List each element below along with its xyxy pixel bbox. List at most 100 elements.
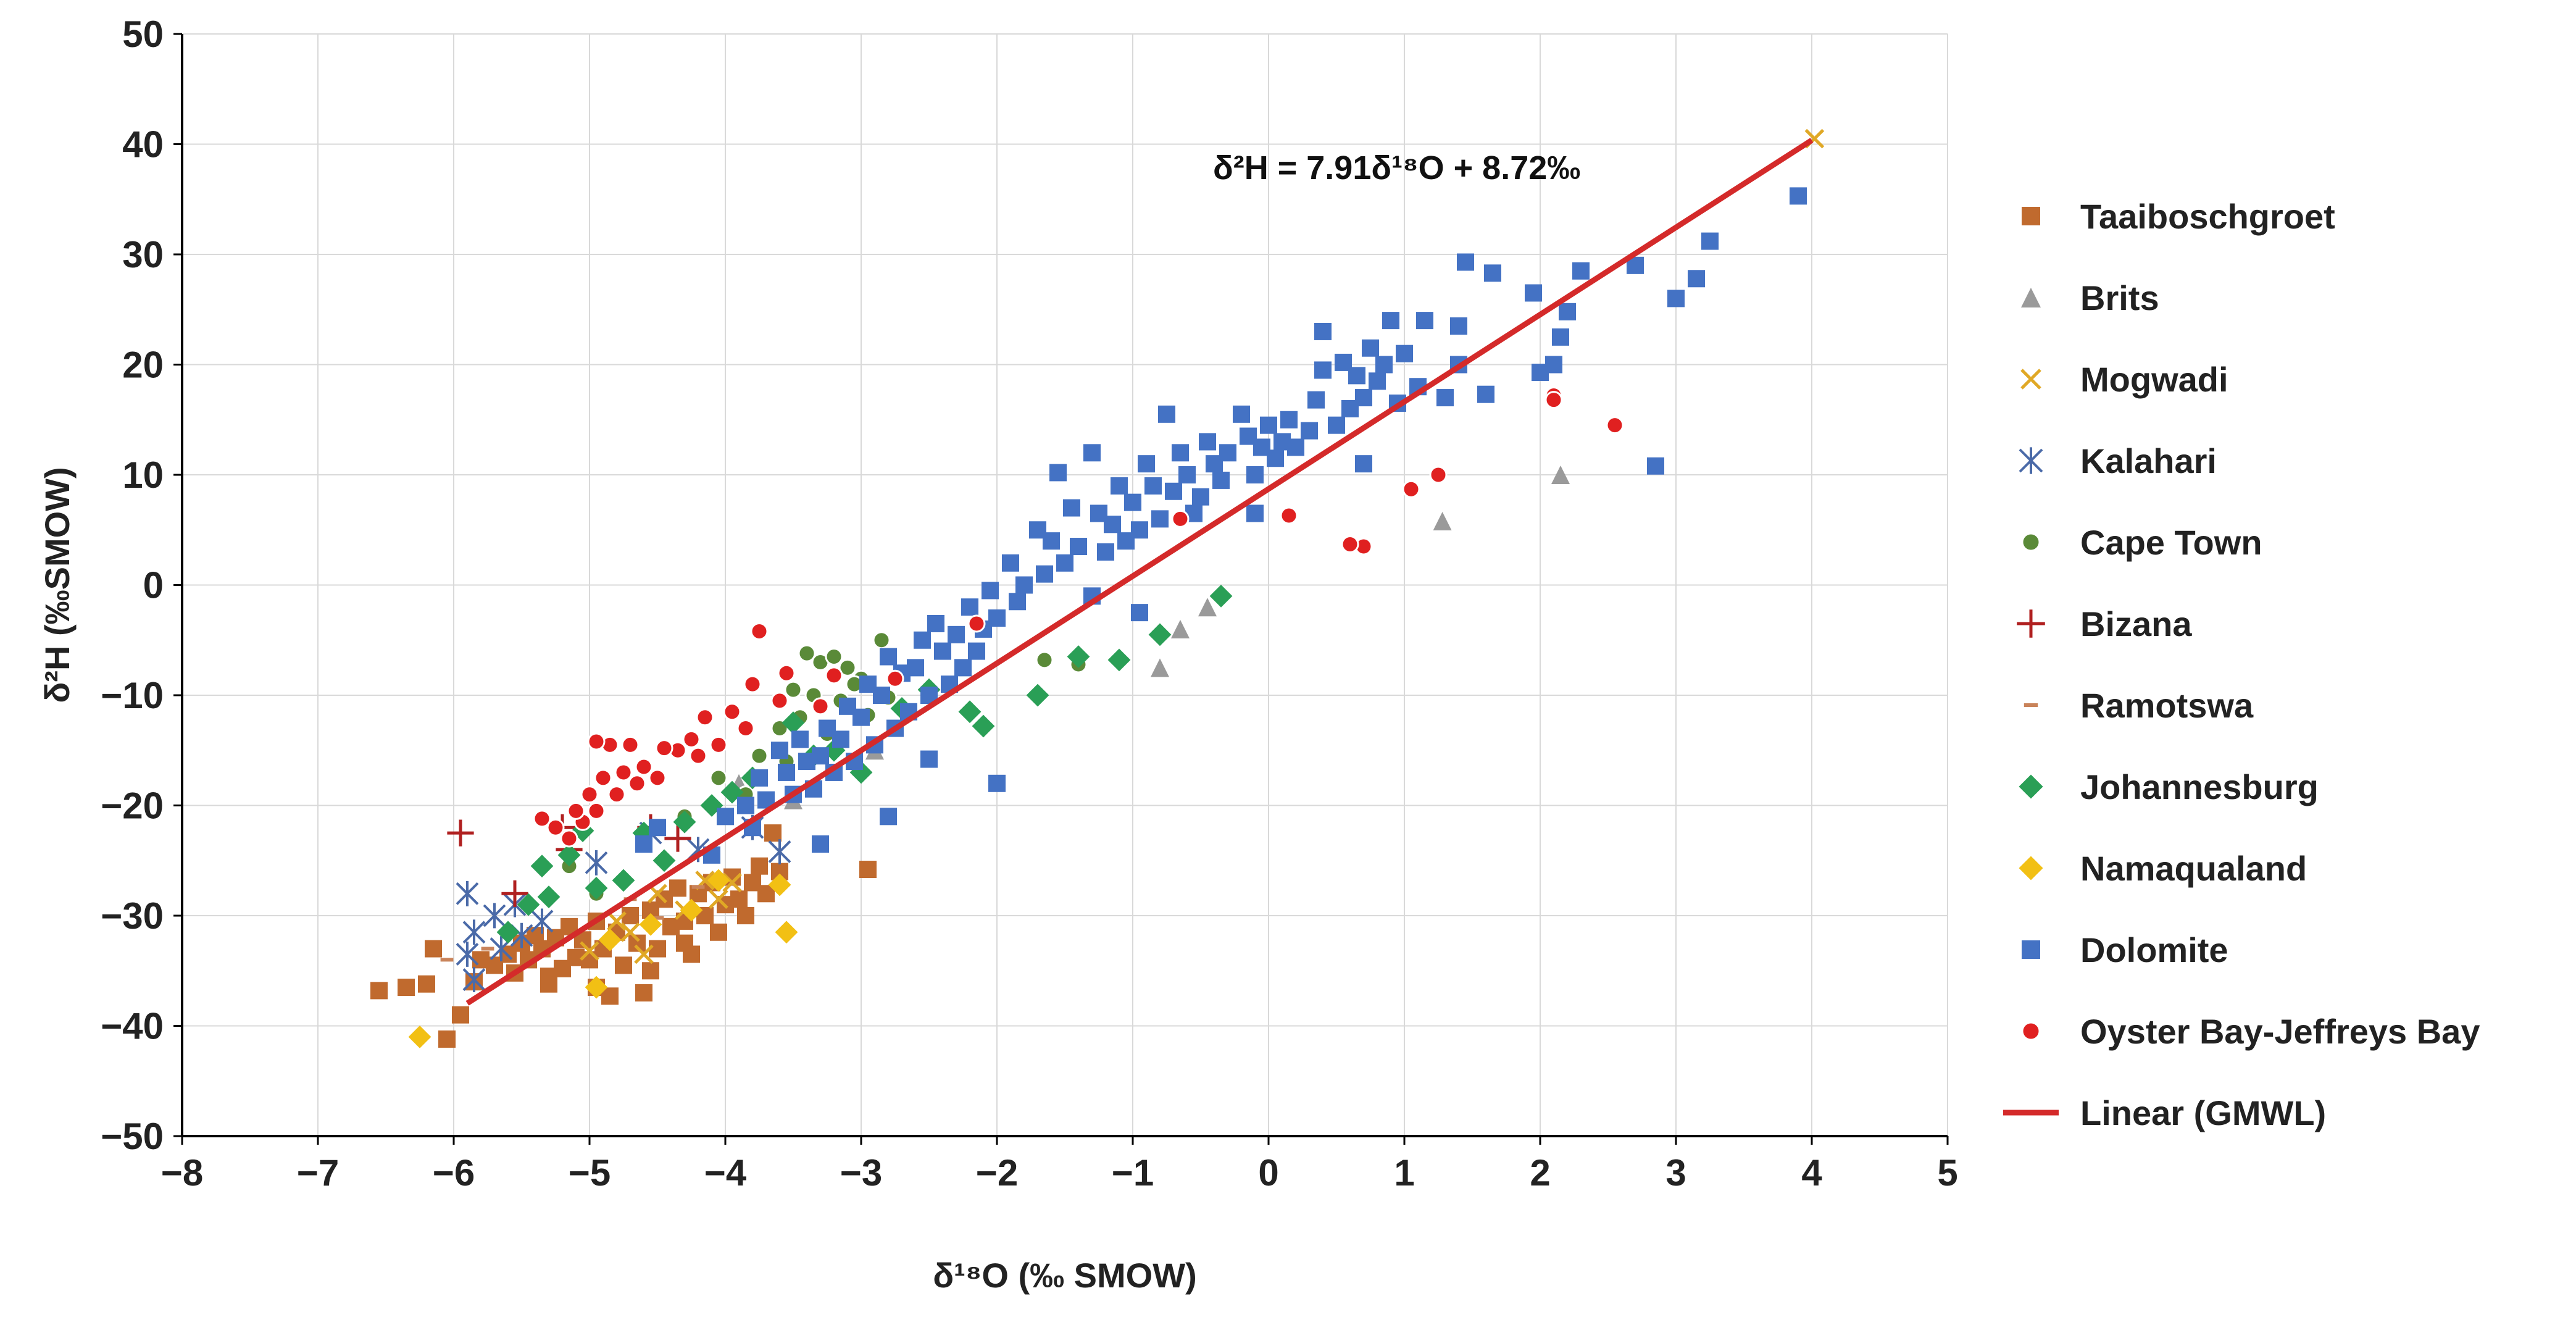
- data-point: [621, 735, 640, 754]
- data-point: [775, 921, 798, 944]
- data-point: [811, 697, 830, 716]
- data-point: [1606, 416, 1624, 435]
- data-point: [649, 819, 666, 837]
- data-point: [717, 808, 734, 826]
- data-point: [1402, 480, 1420, 498]
- data-point: [782, 711, 805, 735]
- data-point: [1009, 593, 1026, 611]
- data-point: [1036, 565, 1053, 583]
- legend-label: Dolomite: [2080, 930, 2228, 969]
- data-point: [447, 819, 474, 847]
- data-point: [1532, 363, 1549, 381]
- data-point: [669, 879, 686, 897]
- data-point: [1026, 684, 1049, 707]
- data-point: [462, 967, 486, 992]
- data-point: [1301, 422, 1318, 440]
- data-point: [1199, 433, 1216, 451]
- data-point: [418, 975, 435, 993]
- data-point: [456, 880, 479, 906]
- data-point: [982, 582, 999, 600]
- data-point: [1307, 391, 1325, 409]
- legend-marker: [2019, 856, 2043, 880]
- axes: [173, 33, 1949, 1145]
- data-point: [607, 911, 627, 931]
- data-point: [598, 928, 622, 951]
- data-point: [764, 824, 782, 842]
- data-point: [819, 719, 836, 737]
- x-tick-label: −7: [297, 1152, 339, 1194]
- data-point: [710, 923, 727, 941]
- data-point: [778, 763, 795, 781]
- data-point: [652, 849, 676, 872]
- data-point: [1090, 504, 1107, 522]
- data-point: [707, 869, 730, 892]
- data-point: [655, 739, 673, 758]
- data-point: [958, 700, 982, 724]
- y-tick-label: 40: [122, 124, 164, 165]
- series-oyster-bay-jeffreys-bay: [533, 386, 1624, 848]
- data-point: [1131, 604, 1148, 622]
- data-point: [1688, 270, 1705, 288]
- x-tick-label: −8: [161, 1152, 203, 1194]
- data-point: [972, 714, 995, 738]
- series-johannesburg: [496, 584, 1233, 944]
- trendline-group: [465, 138, 1814, 1006]
- legend-label: Brits: [2080, 278, 2159, 317]
- data-point: [1049, 464, 1067, 482]
- data-point: [770, 692, 789, 710]
- tick-labels: −8 −7 −6 −5 −4 −3 −2 −1 0 1 2 3 4 550403020100−10−20−…: [101, 14, 1957, 1194]
- data-point: [614, 763, 633, 782]
- data-point: [1314, 322, 1332, 340]
- x-tick-label: 3: [1665, 1152, 1686, 1194]
- data-point: [560, 829, 578, 848]
- data-point: [1240, 427, 1257, 445]
- data-point: [988, 774, 1006, 792]
- data-point: [456, 942, 479, 967]
- data-point: [585, 976, 608, 999]
- data-point: [1206, 455, 1223, 473]
- data-point: [1097, 543, 1114, 561]
- series-taaiboschgroet: [370, 824, 877, 1048]
- x-tick-label: −4: [704, 1152, 747, 1194]
- data-point: [1551, 466, 1570, 484]
- data-point: [961, 598, 978, 616]
- data-point: [920, 750, 938, 768]
- data-point: [517, 893, 540, 916]
- y-tick-label: −40: [101, 1006, 164, 1047]
- data-point: [1280, 411, 1298, 429]
- data-point: [1701, 232, 1719, 250]
- series-namaqualand: [408, 869, 798, 1048]
- data-point: [954, 659, 972, 677]
- data-point: [1056, 554, 1073, 572]
- data-point: [628, 774, 646, 793]
- data-point: [750, 746, 769, 765]
- data-point: [967, 614, 986, 633]
- legend-marker: [2020, 369, 2041, 390]
- data-point: [1209, 584, 1233, 608]
- data-point: [635, 758, 653, 776]
- x-tick-label: 2: [1530, 1152, 1550, 1194]
- data-point: [1260, 416, 1277, 434]
- data-point: [585, 850, 608, 876]
- data-point: [425, 940, 442, 958]
- y-tick-label: 30: [122, 234, 164, 275]
- data-point: [1457, 253, 1474, 271]
- legend-label: Mogwadi: [2080, 360, 2228, 399]
- data-point: [791, 730, 809, 748]
- x-tick-label: −3: [840, 1152, 882, 1194]
- data-point: [438, 1030, 456, 1048]
- data-point: [1192, 488, 1209, 506]
- data-point: [689, 746, 707, 765]
- data-point: [968, 642, 985, 660]
- data-point: [737, 796, 754, 814]
- data-point: [948, 625, 965, 643]
- data-point: [1341, 399, 1359, 417]
- data-point: [537, 885, 561, 909]
- data-point: [1429, 466, 1448, 484]
- data-point: [1063, 499, 1080, 517]
- data-point: [886, 669, 904, 688]
- legend-label: Oyster Bay-Jeffreys Bay: [2080, 1012, 2480, 1051]
- data-point: [1246, 504, 1264, 522]
